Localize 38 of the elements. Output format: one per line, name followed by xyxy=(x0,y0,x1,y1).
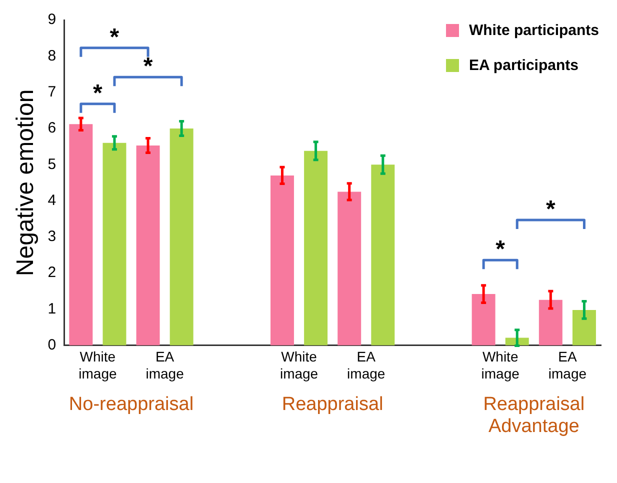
y-tick-label: 4 xyxy=(48,192,56,209)
bar xyxy=(572,310,596,346)
x-tick-label: White image xyxy=(481,348,520,382)
y-tick-label: 3 xyxy=(48,228,56,246)
bar xyxy=(304,150,328,346)
bar xyxy=(270,175,294,346)
annotation: * xyxy=(496,236,506,264)
x-tick-label: White image xyxy=(280,348,318,382)
text: Reappraisal xyxy=(282,394,384,416)
bar xyxy=(371,164,395,346)
y-tick-label: 6 xyxy=(48,120,56,137)
y-tick-label: 1 xyxy=(48,300,56,318)
annotation: * xyxy=(110,24,120,51)
annotation: * xyxy=(143,53,154,80)
y-axis-title: Negative emotion xyxy=(12,89,40,276)
y-tick-label: 0 xyxy=(48,336,56,354)
y-tick-label: 2 xyxy=(48,264,56,282)
y-tick-label: 7 xyxy=(48,83,56,100)
bar xyxy=(472,294,496,346)
text: Reappraisal Advantage xyxy=(483,394,585,438)
bar xyxy=(538,300,562,346)
x-tick-label: EA image xyxy=(347,348,386,382)
y-tick-label: 5 xyxy=(48,156,56,173)
annotation: * xyxy=(93,80,104,107)
legend-label: EA participants xyxy=(468,57,578,74)
bar xyxy=(170,128,194,346)
bar xyxy=(338,192,362,346)
x-tick-label: White image xyxy=(78,348,117,382)
text: No-reappraisal xyxy=(68,394,194,416)
y-tick-label: 8 xyxy=(48,47,56,64)
bar xyxy=(102,142,126,346)
legend-label: White participants xyxy=(468,22,599,39)
bar xyxy=(69,124,93,346)
annotation: * xyxy=(546,196,556,223)
y-tick-label: 9 xyxy=(48,11,56,28)
x-tick-label: EA image xyxy=(146,348,184,382)
bar xyxy=(136,145,160,346)
x-tick-label: EA image xyxy=(548,348,587,382)
